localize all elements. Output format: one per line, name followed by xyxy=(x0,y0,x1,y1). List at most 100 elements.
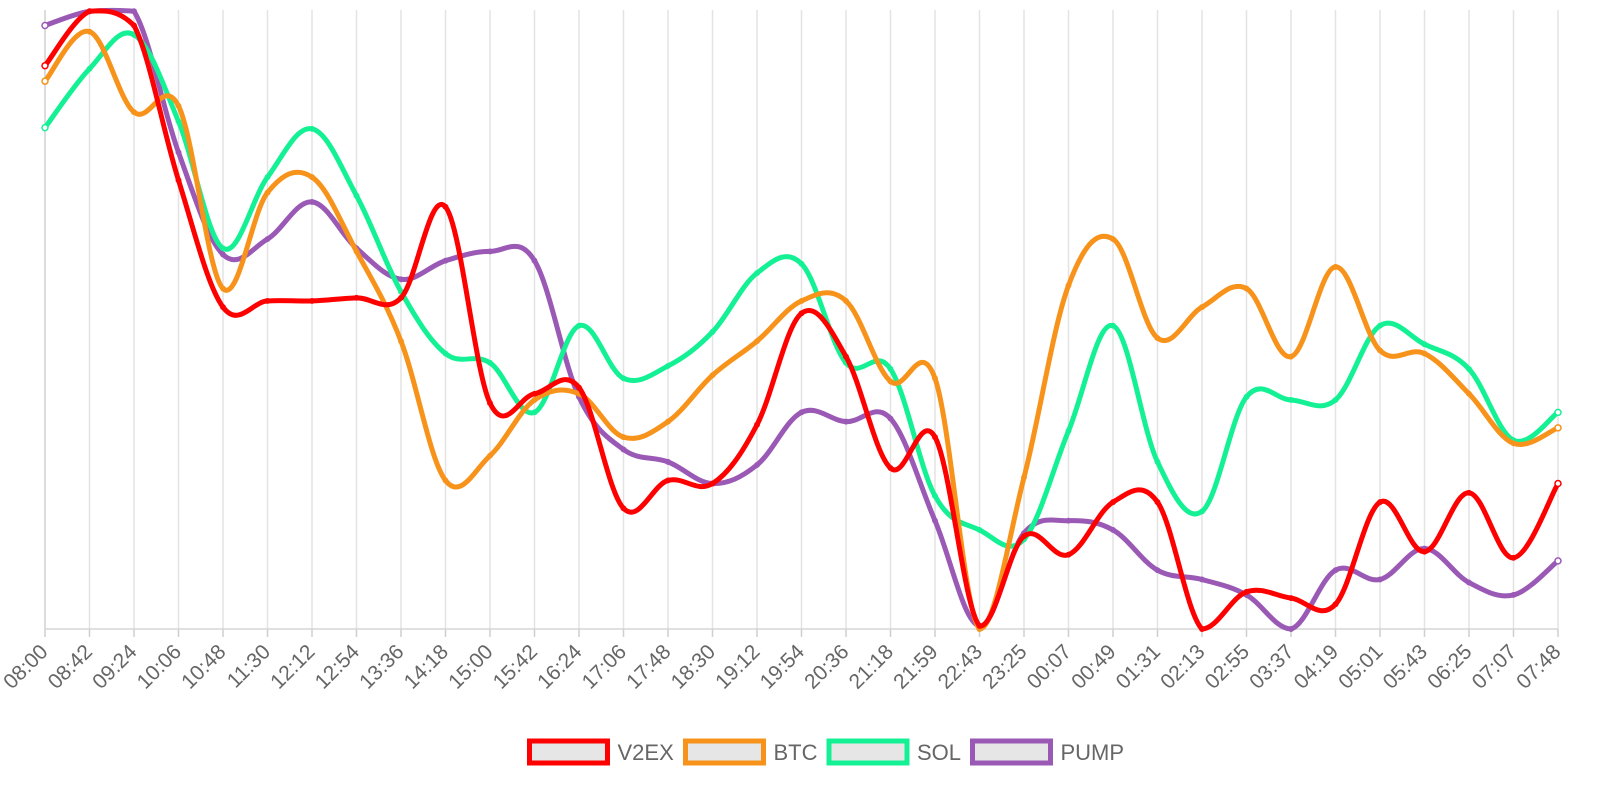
data-point-sol[interactable] xyxy=(1199,508,1205,515)
data-point-sol[interactable] xyxy=(175,118,182,125)
data-point-pump[interactable] xyxy=(309,198,315,205)
data-point-sol[interactable] xyxy=(976,527,983,533)
data-point-btc[interactable] xyxy=(442,477,449,484)
data-point-btc[interactable] xyxy=(1554,424,1562,432)
data-point-v2ex[interactable] xyxy=(798,310,805,317)
data-point-v2ex[interactable] xyxy=(309,297,315,304)
data-point-pump[interactable] xyxy=(1377,576,1383,583)
data-point-v2ex[interactable] xyxy=(1021,533,1027,540)
data-point-btc[interactable] xyxy=(487,452,493,459)
data-point-btc[interactable] xyxy=(220,285,226,292)
data-point-pump[interactable] xyxy=(1065,517,1072,524)
data-point-btc[interactable] xyxy=(887,378,894,385)
data-point-v2ex[interactable] xyxy=(1421,548,1428,555)
data-point-sol[interactable] xyxy=(41,123,49,132)
data-point-sol[interactable] xyxy=(1110,322,1116,329)
data-point-btc[interactable] xyxy=(665,418,671,425)
data-point-pump[interactable] xyxy=(1332,567,1339,574)
data-point-sol[interactable] xyxy=(620,375,627,382)
data-point-pump[interactable] xyxy=(1554,557,1562,565)
data-point-v2ex[interactable] xyxy=(442,203,449,210)
data-point-sol[interactable] xyxy=(1243,393,1250,400)
data-point-v2ex[interactable] xyxy=(1243,588,1250,595)
data-point-pump[interactable] xyxy=(620,446,627,453)
data-point-btc[interactable] xyxy=(1377,347,1383,354)
data-point-v2ex[interactable] xyxy=(531,390,538,397)
data-point-btc[interactable] xyxy=(1510,440,1517,447)
data-point-btc[interactable] xyxy=(309,174,315,181)
data-point-btc[interactable] xyxy=(932,375,938,382)
data-point-btc[interactable] xyxy=(353,248,360,255)
data-point-v2ex[interactable] xyxy=(353,294,360,301)
data-point-btc[interactable] xyxy=(620,434,627,441)
data-point-btc[interactable] xyxy=(754,338,760,345)
data-point-sol[interactable] xyxy=(1332,397,1339,403)
data-point-sol[interactable] xyxy=(86,65,93,72)
data-point-btc[interactable] xyxy=(1421,350,1428,357)
data-point-sol[interactable] xyxy=(754,270,760,277)
data-point-v2ex[interactable] xyxy=(1377,499,1383,506)
data-point-v2ex[interactable] xyxy=(576,384,582,391)
data-point-v2ex[interactable] xyxy=(131,22,137,29)
data-point-v2ex[interactable] xyxy=(264,297,271,304)
data-point-btc[interactable] xyxy=(131,109,137,116)
data-point-btc[interactable] xyxy=(86,28,93,35)
data-point-pump[interactable] xyxy=(398,276,404,283)
data-point-pump[interactable] xyxy=(665,458,671,465)
data-point-sol[interactable] xyxy=(709,328,716,335)
data-point-sol[interactable] xyxy=(665,362,671,369)
data-point-btc[interactable] xyxy=(1065,282,1072,289)
data-point-v2ex[interactable] xyxy=(1554,479,1562,488)
data-point-sol[interactable] xyxy=(1154,458,1161,465)
data-point-v2ex[interactable] xyxy=(1199,626,1205,632)
data-point-pump[interactable] xyxy=(175,149,182,156)
data-point-sol[interactable] xyxy=(220,245,226,252)
data-point-btc[interactable] xyxy=(264,189,271,196)
data-point-sol[interactable] xyxy=(932,492,938,499)
data-point-pump[interactable] xyxy=(887,415,894,422)
data-point-v2ex[interactable] xyxy=(709,480,716,487)
data-point-v2ex[interactable] xyxy=(976,622,983,629)
data-point-sol[interactable] xyxy=(1288,397,1294,403)
data-point-v2ex[interactable] xyxy=(1466,489,1472,496)
data-point-sol[interactable] xyxy=(353,192,360,199)
data-point-sol[interactable] xyxy=(1065,427,1072,434)
data-point-sol[interactable] xyxy=(1466,366,1472,372)
data-point-sol[interactable] xyxy=(576,322,582,329)
data-point-btc[interactable] xyxy=(175,102,182,109)
data-point-pump[interactable] xyxy=(1510,592,1517,598)
data-point-v2ex[interactable] xyxy=(175,177,182,184)
data-point-btc[interactable] xyxy=(531,397,538,403)
data-point-btc[interactable] xyxy=(1110,236,1116,242)
data-point-pump[interactable] xyxy=(1288,626,1294,632)
data-point-v2ex[interactable] xyxy=(1065,551,1072,558)
data-point-pump[interactable] xyxy=(531,257,538,264)
data-point-btc[interactable] xyxy=(709,372,716,379)
data-point-btc[interactable] xyxy=(798,297,805,304)
data-point-v2ex[interactable] xyxy=(932,434,938,441)
legend-item-btc[interactable]: BTC xyxy=(683,738,818,766)
data-point-pump[interactable] xyxy=(220,251,226,258)
data-point-sol[interactable] xyxy=(309,125,315,132)
data-point-sol[interactable] xyxy=(487,359,493,366)
data-point-pump[interactable] xyxy=(442,257,449,264)
data-point-pump[interactable] xyxy=(843,418,849,425)
legend-item-sol[interactable]: SOL xyxy=(826,738,961,766)
data-point-pump[interactable] xyxy=(798,409,805,416)
data-point-btc[interactable] xyxy=(1154,335,1161,342)
data-point-pump[interactable] xyxy=(131,8,137,15)
data-point-v2ex[interactable] xyxy=(1510,554,1517,561)
data-point-pump[interactable] xyxy=(264,236,271,242)
data-point-v2ex[interactable] xyxy=(620,505,627,512)
data-point-pump[interactable] xyxy=(487,248,493,255)
data-point-v2ex[interactable] xyxy=(86,8,93,15)
data-point-sol[interactable] xyxy=(1421,341,1428,348)
data-point-btc[interactable] xyxy=(1466,390,1472,397)
data-point-sol[interactable] xyxy=(442,350,449,357)
data-point-sol[interactable] xyxy=(264,174,271,181)
data-point-btc[interactable] xyxy=(1021,474,1027,481)
data-point-sol[interactable] xyxy=(887,366,894,372)
data-point-v2ex[interactable] xyxy=(1110,499,1116,506)
legend-item-pump[interactable]: PUMP xyxy=(970,738,1125,766)
data-point-btc[interactable] xyxy=(1199,304,1205,311)
